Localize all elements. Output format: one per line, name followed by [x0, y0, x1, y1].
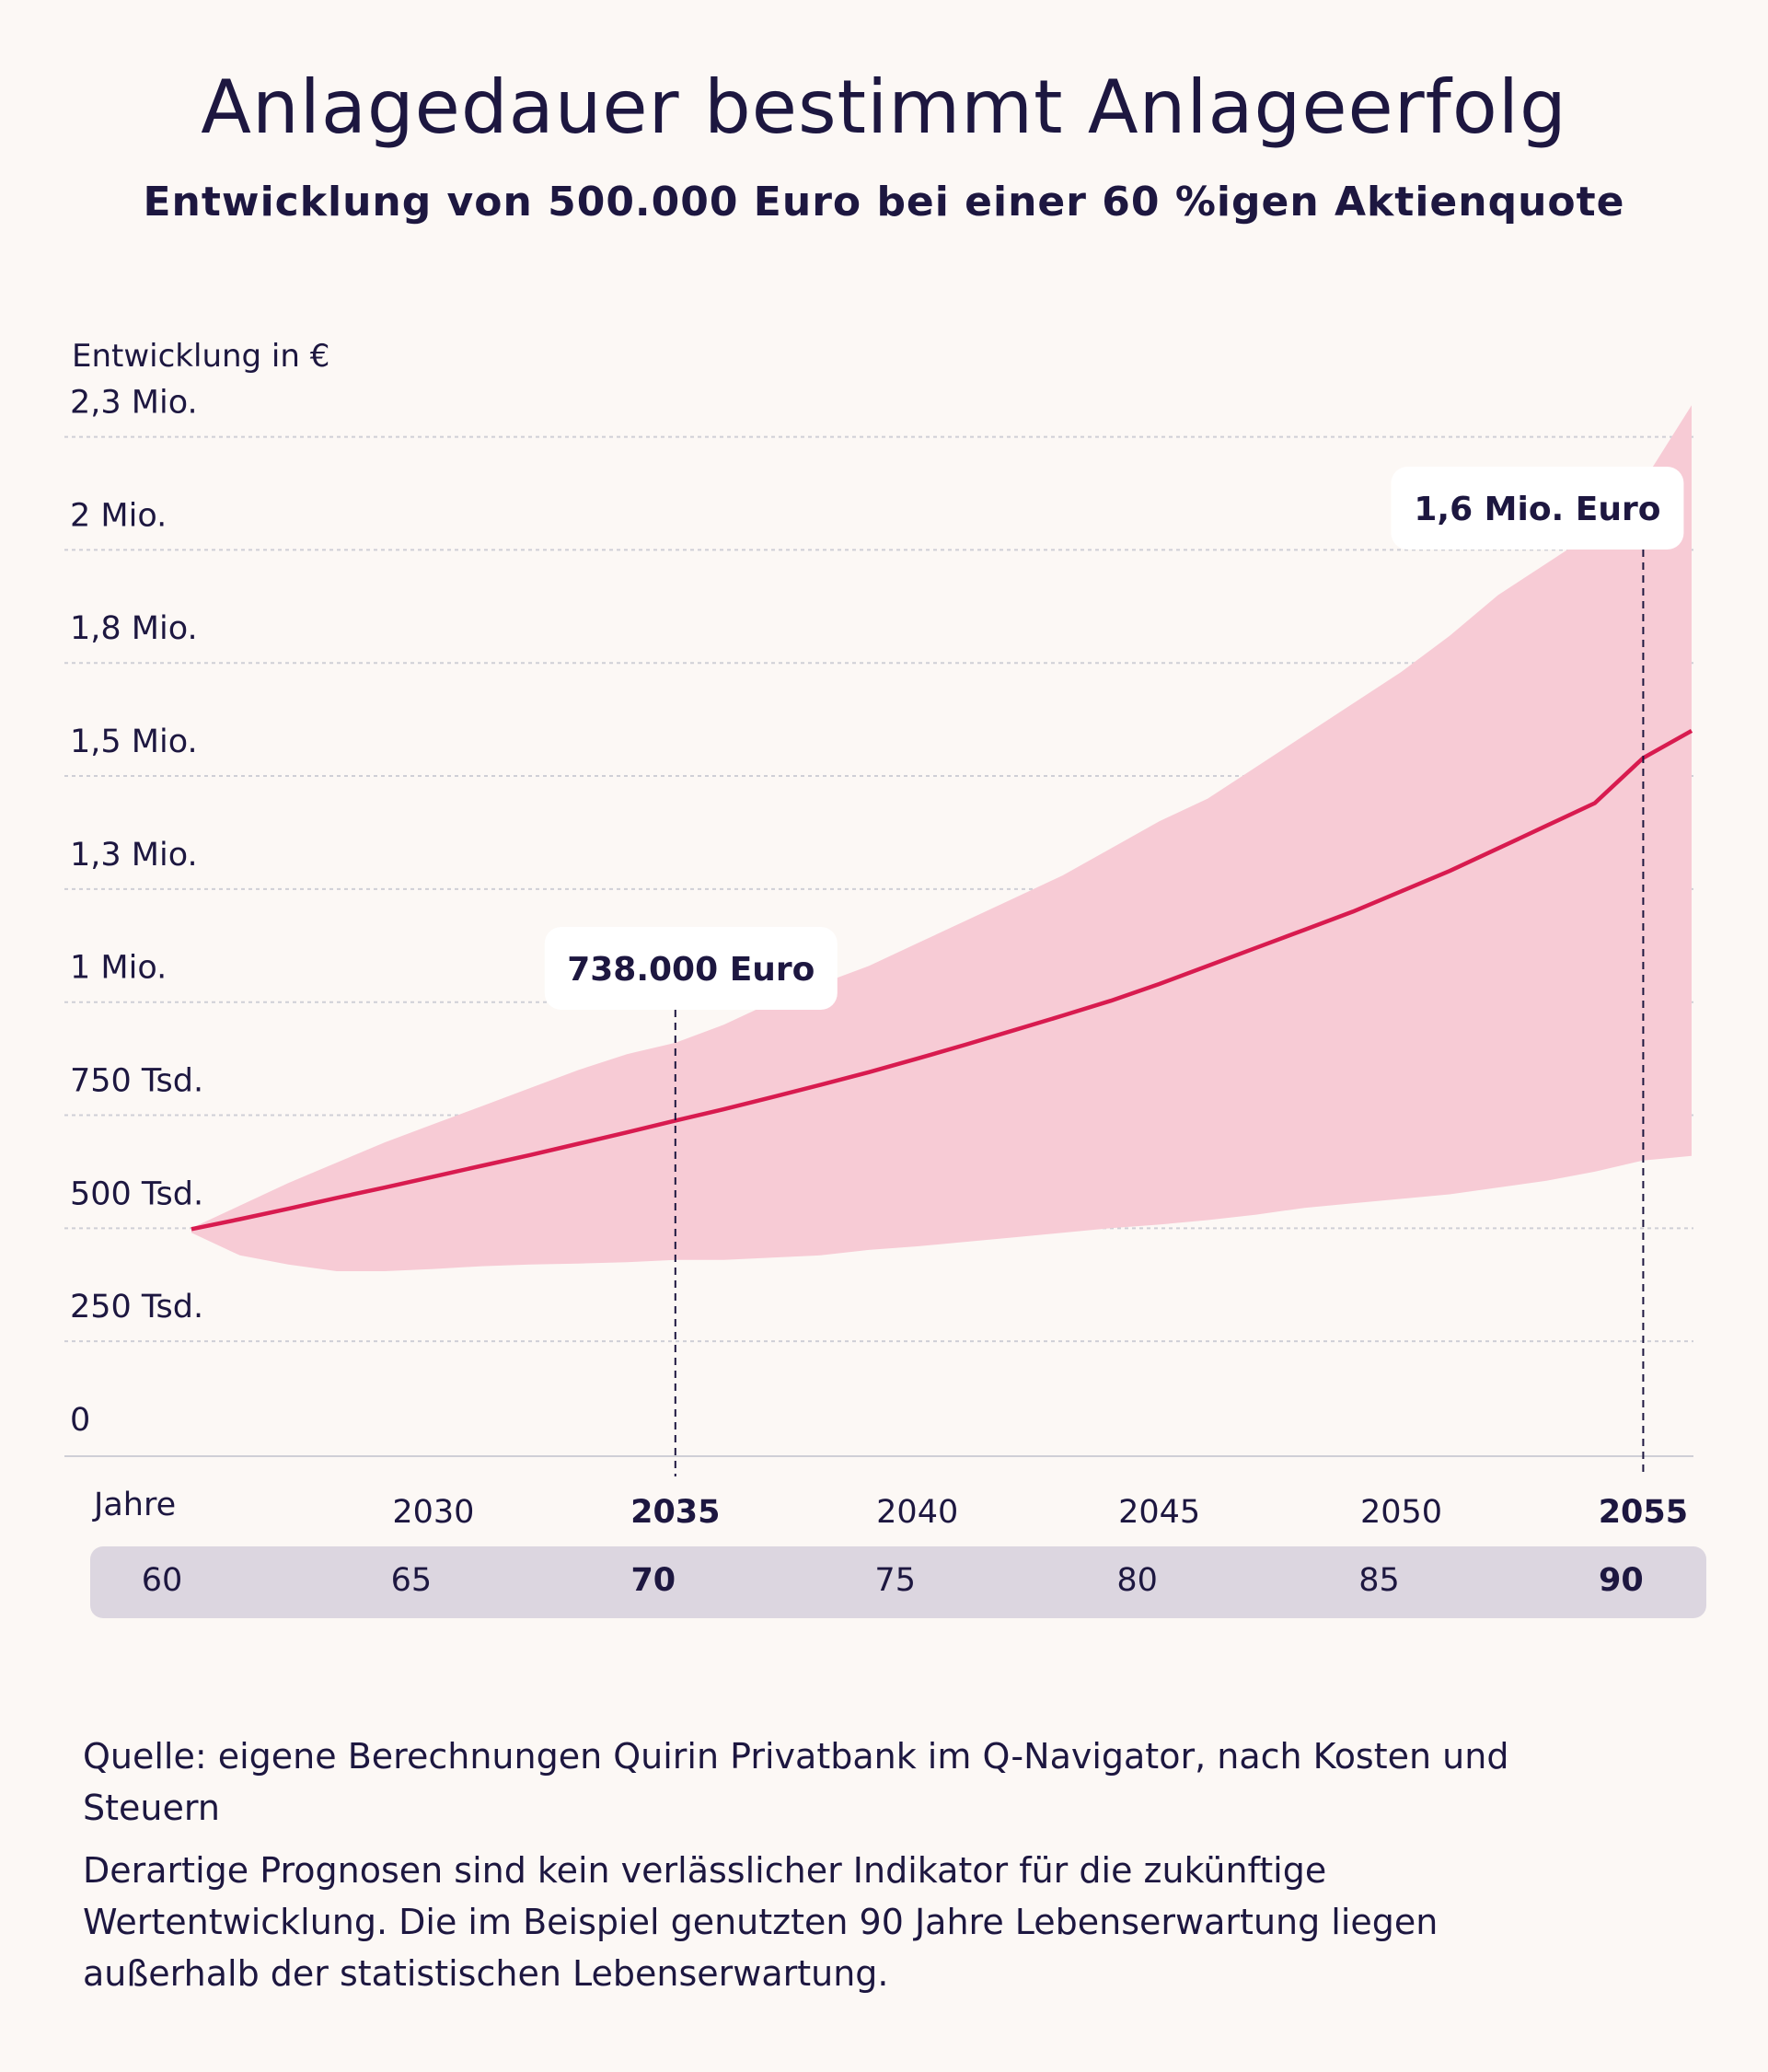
annotation-label: 1,6 Mio. Euro [1414, 491, 1660, 528]
chart-title: Anlagedauer bestimmt Anlageerfolg [201, 64, 1567, 150]
annotation-label: 738.000 Euro [567, 951, 815, 989]
expected-line [191, 728, 1693, 1232]
disclaimer-note: Derartige Prognosen sind kein verlässlic… [83, 1850, 1439, 1994]
age-tick-label: 65 [391, 1562, 433, 1599]
chart: Entwicklung in € 0 250 Tsd. 500 Tsd. 750 Ts… [64, 338, 1706, 1618]
y-tick-labels: 0 250 Tsd. 500 Tsd. 750 Tsd. 1 Mio. 1,3 Mio. 1… [70, 385, 203, 1439]
y-tick-label: 750 Tsd. [70, 1063, 203, 1100]
y-tick-label: 0 [70, 1402, 90, 1439]
age-tick-label: 60 [142, 1562, 183, 1599]
x-tick-label: 2040 [876, 1494, 958, 1531]
notes: Quelle: eigene Berechnungen Quirin Priva… [83, 1731, 1592, 2010]
x-tick-labels: 2030 2035 2040 2045 2050 2055 [392, 1494, 1688, 1531]
range-band [191, 405, 1692, 1271]
age-tick-label: 90 [1599, 1562, 1644, 1599]
annotations: 738.000 Euro 1,6 Mio. Euro [544, 467, 1684, 1476]
y-tick-label: 500 Tsd. [70, 1175, 203, 1212]
age-tick-labels: 60 65 70 75 80 85 90 [142, 1562, 1644, 1599]
y-tick-label: 1,5 Mio. [70, 723, 198, 760]
age-tick-label: 75 [874, 1562, 916, 1599]
annotation-callout-box [544, 927, 838, 1010]
x-axis-label: Jahre [92, 1487, 176, 1523]
y-axis-label: Entwicklung in € [72, 338, 329, 375]
y-tick-label: 250 Tsd. [70, 1289, 203, 1325]
age-tick-label: 85 [1358, 1562, 1400, 1599]
y-tick-label: 2 Mio. [70, 497, 167, 534]
x-tick-label: 2050 [1360, 1494, 1442, 1531]
y-tick-label: 1,8 Mio. [70, 610, 198, 647]
source-note: Quelle: eigene Berechnungen Quirin Priva… [83, 1736, 1509, 1828]
age-tick-label: 70 [630, 1562, 676, 1599]
x-tick-label: 2055 [1599, 1494, 1688, 1531]
x-tick-label: 2035 [630, 1494, 720, 1531]
age-tick-label: 80 [1116, 1562, 1158, 1599]
chart-subtitle: Entwicklung von 500.000 Euro bei einer 6… [143, 179, 1625, 226]
y-tick-label: 1,3 Mio. [70, 837, 198, 874]
x-tick-label: 2030 [392, 1494, 474, 1531]
age-bar [90, 1546, 1706, 1618]
y-tick-label: 2,3 Mio. [70, 385, 198, 422]
y-tick-label: 1 Mio. [70, 950, 167, 987]
annotation-callout-box [1391, 467, 1684, 550]
x-tick-label: 2045 [1118, 1494, 1200, 1531]
